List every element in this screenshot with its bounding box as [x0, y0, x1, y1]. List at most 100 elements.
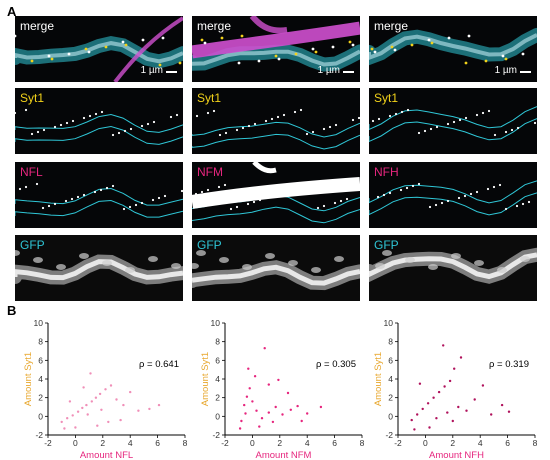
correlation-annotation: ρ = 0.641	[139, 359, 179, 370]
data-point	[435, 417, 438, 420]
data-point	[306, 412, 309, 415]
channel-label: GFP	[197, 238, 222, 252]
data-point	[267, 411, 270, 414]
micrograph-panel: GFP	[192, 235, 360, 301]
scalebar-label: 1 µm	[140, 65, 163, 76]
data-point	[271, 420, 275, 424]
micrograph-image	[15, 250, 183, 285]
data-point	[413, 428, 416, 431]
micrograph-panel: NFH	[369, 162, 537, 228]
x-axis-title: Amount NFL	[80, 450, 133, 460]
axis-frame	[224, 323, 362, 436]
y-tick-label: 4	[38, 374, 43, 384]
y-tick-label: -2	[35, 430, 43, 440]
data-point	[281, 413, 284, 416]
data-point	[247, 367, 250, 370]
y-tick-label: 0	[38, 411, 43, 421]
y-tick-label: 0	[215, 411, 220, 421]
channel-label: NFH	[374, 165, 399, 179]
section-a-label: A	[7, 4, 17, 19]
data-point	[446, 411, 449, 414]
channel-label: merge	[20, 19, 55, 33]
data-point	[426, 402, 430, 405]
micrograph-panel: merge 1 µm	[192, 16, 360, 82]
data-point	[82, 386, 85, 389]
x-axis-title: Amount NFM	[256, 450, 312, 460]
data-point	[507, 410, 511, 413]
axis-frame	[397, 323, 535, 436]
data-point	[89, 372, 92, 375]
data-point	[289, 408, 292, 411]
channel-label: merge	[197, 19, 232, 33]
data-point	[457, 405, 460, 409]
x-tick-label: 4	[478, 438, 483, 448]
y-tick-label: -2	[212, 430, 220, 440]
data-point	[300, 419, 303, 423]
micrograph-image	[192, 162, 360, 224]
data-point	[243, 403, 246, 407]
y-tick-label: 10	[384, 318, 394, 328]
y-tick-label: 0	[388, 411, 393, 421]
channel-label: NFM	[197, 165, 223, 179]
micrograph-image	[369, 106, 537, 143]
data-point	[245, 395, 249, 398]
scalebar	[166, 71, 177, 73]
data-point	[100, 408, 103, 411]
y-tick-label: 2	[38, 393, 43, 403]
x-tick-label: 0	[423, 438, 428, 448]
data-point	[76, 410, 80, 413]
data-point	[251, 400, 254, 403]
y-tick-label: 10	[211, 318, 221, 328]
scatter-nfl: -2 0 2 4 6 8 10 -2 0 2 4 6 8 Amount NFL Amount Syt1 ρ =…	[20, 315, 195, 460]
data-point	[255, 409, 258, 412]
data-point	[473, 398, 476, 401]
data-point	[148, 407, 151, 411]
x-tick-label: 8	[533, 438, 538, 448]
data-point	[109, 384, 113, 387]
channel-label: Syt1	[197, 91, 222, 105]
data-point	[60, 420, 63, 424]
micrograph-panel: Syt1	[369, 88, 537, 154]
data-point	[238, 427, 242, 430]
data-point	[129, 390, 132, 394]
scatter-nfl-plot: -2 0 2 4 6 8 10 -2 0 2 4 6 8 Amount NFL Amount Syt1 ρ =…	[23, 318, 188, 460]
micrograph-panel: GFP	[15, 235, 183, 301]
data-point	[122, 403, 125, 407]
data-point	[296, 404, 299, 408]
data-point	[74, 426, 77, 429]
data-point	[459, 356, 463, 359]
y-tick-label: 8	[215, 337, 220, 347]
data-point	[410, 418, 413, 422]
data-point	[416, 413, 419, 416]
data-point	[258, 425, 261, 428]
data-point	[319, 405, 323, 409]
scatter-nfh-plot: -2 0 2 4 6 8 10 -2 0 2 4 6 8 Amount NFH Amount Syt1 ρ =…	[373, 318, 538, 460]
data-point	[137, 409, 140, 412]
data-point	[107, 420, 110, 424]
micrograph-panel: merge 1 µm	[15, 16, 183, 82]
y-tick-label: 4	[215, 374, 220, 384]
x-tick-label: 2	[277, 438, 282, 448]
x-tick-label: -2	[221, 438, 229, 448]
data-point	[63, 427, 66, 430]
scalebar	[520, 71, 531, 73]
channel-label: Syt1	[20, 91, 45, 105]
micrograph-image	[369, 27, 537, 66]
data-point	[104, 388, 107, 391]
micrograph-image	[192, 16, 360, 72]
data-point	[448, 379, 452, 383]
x-axis-title: Amount NFH	[429, 450, 484, 460]
channel-label: merge	[374, 19, 409, 33]
y-tick-label: 10	[34, 318, 44, 328]
data-point	[453, 367, 456, 370]
x-tick-label: 6	[155, 438, 160, 448]
x-tick-label: 0	[250, 438, 255, 448]
data-point	[421, 407, 424, 411]
data-point	[71, 414, 74, 417]
data-point	[465, 409, 468, 412]
x-tick-label: 4	[305, 438, 310, 448]
data-point	[451, 419, 454, 423]
data-point	[437, 390, 441, 394]
x-tick-label: 4	[128, 438, 133, 448]
data-point	[490, 413, 493, 416]
